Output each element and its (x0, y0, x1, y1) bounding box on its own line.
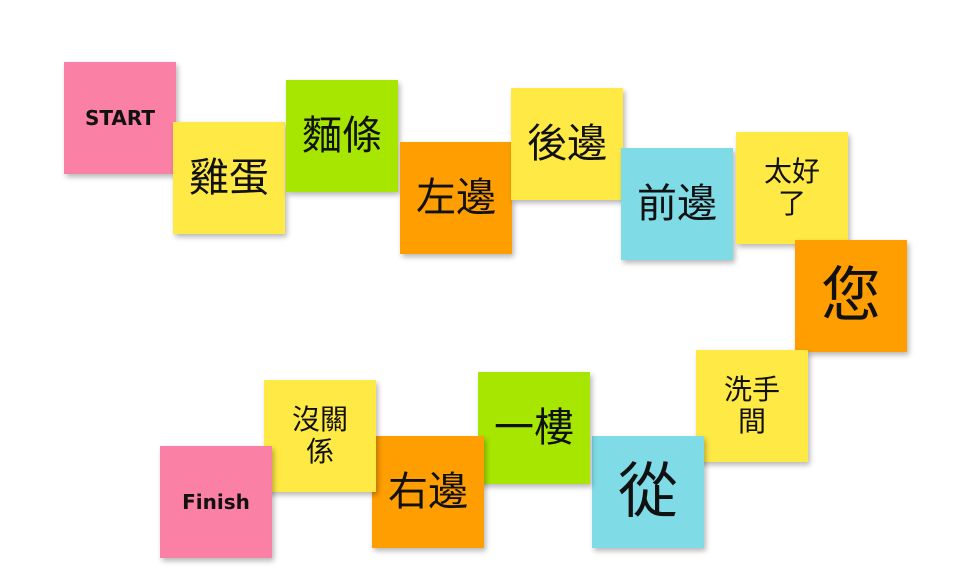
note-from: 從 (592, 436, 704, 548)
note-back: 後邊 (511, 88, 623, 200)
note-you: 您 (795, 240, 907, 352)
note-back-label: 後邊 (527, 121, 607, 167)
note-first-floor: 一樓 (478, 372, 590, 484)
note-no-problem: 沒關係 (264, 380, 376, 492)
note-you-label: 您 (821, 260, 881, 331)
note-start: START (64, 62, 176, 174)
note-left-side-label: 左邊 (416, 175, 496, 221)
note-restroom-label: 洗手間 (723, 372, 780, 438)
note-noodles: 麵條 (286, 80, 398, 192)
note-great-label: 太好了 (763, 154, 820, 220)
note-no-problem-label: 沒關係 (291, 402, 348, 468)
note-start-label: START (84, 105, 156, 130)
note-finish-label: Finish (182, 489, 250, 514)
note-left-side: 左邊 (400, 142, 512, 254)
note-noodles-label: 麵條 (302, 113, 382, 159)
note-right-side-label: 右邊 (388, 469, 468, 515)
note-egg: 雞蛋 (173, 122, 285, 234)
note-restroom: 洗手間 (696, 350, 808, 462)
note-front-label: 前邊 (637, 181, 717, 227)
note-great: 太好了 (736, 132, 848, 244)
note-right-side: 右邊 (372, 436, 484, 548)
note-finish: Finish (160, 446, 272, 558)
note-from-label: 從 (618, 456, 678, 527)
note-front: 前邊 (621, 148, 733, 260)
note-egg-label: 雞蛋 (189, 155, 269, 201)
note-first-floor-label: 一樓 (494, 405, 574, 451)
